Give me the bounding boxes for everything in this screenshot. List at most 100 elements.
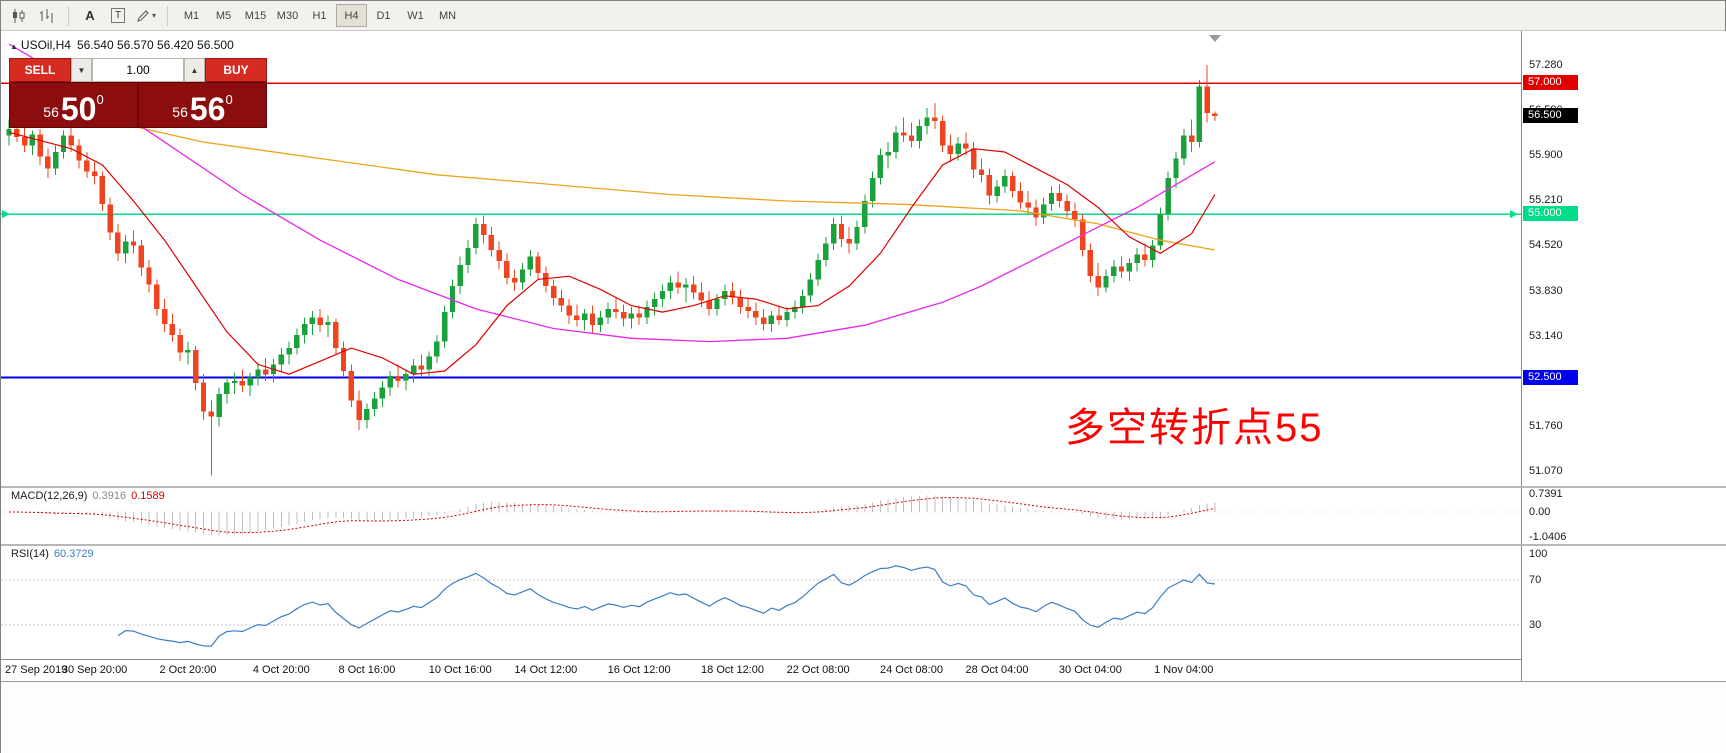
macd-histogram [16, 495, 1216, 536]
indicator-axis-label: -1.0406 [1529, 531, 1567, 543]
indicator-axis-label: 100 [1529, 548, 1548, 560]
price-axis-label: 51.070 [1529, 465, 1563, 477]
time-axis-label: 28 Oct 04:00 [965, 664, 1029, 676]
window-bottom-area [1, 681, 1726, 753]
bar-chart-button[interactable] [34, 4, 60, 27]
timeframe-button-m5[interactable]: M5 [208, 4, 239, 27]
chevron-down-icon: ▾ [151, 11, 156, 20]
time-axis-label: 27 Sep 2019 [5, 664, 68, 676]
chart-window: ▲ USOil,H4 56.540 56.570 56.420 56.500 SEL… [1, 31, 1726, 681]
chart-shift-marker[interactable] [1209, 35, 1221, 42]
rsi-name-text: RSI(14) [11, 548, 49, 560]
pencil-icon [137, 9, 149, 22]
chart-plot-column: ▲ USOil,H4 56.540 56.570 56.420 56.500 SEL… [1, 31, 1521, 681]
price-axis-label: 51.760 [1529, 419, 1563, 432]
macd-indicator-panel: MACD(12,26,9) 0.3916 0.1589 [1, 488, 1521, 544]
time-axis-label: 30 Oct 04:00 [1058, 664, 1122, 676]
ohlc-values-text: 56.540 56.570 56.420 56.500 [76, 38, 234, 52]
symbol-period-text: USOil,H4 [20, 38, 71, 52]
price-axis-label: 53.830 [1529, 284, 1563, 297]
timeframe-button-d1[interactable]: D1 [368, 4, 399, 27]
ma-mid-line [8, 43, 1216, 343]
sell-button[interactable]: SELL [9, 58, 71, 82]
price-badge: 57.000 [1523, 75, 1578, 91]
toolbar-separator [167, 5, 168, 26]
candlestick-chart-icon [13, 8, 25, 23]
price-badge: 56.500 [1523, 107, 1578, 123]
toolbar-separator [68, 5, 69, 26]
ask-prefix: 56 [172, 104, 188, 120]
volume-increase-button[interactable]: ▲ [184, 58, 205, 82]
candlestick-chart-button[interactable] [6, 4, 32, 27]
rsi-canvas[interactable] [1, 546, 1521, 659]
panel-divider[interactable] [1, 486, 1726, 488]
bid-pip-digit: 0 [96, 92, 104, 107]
text-tool-button[interactable]: A [77, 4, 103, 27]
timeframe-button-mn[interactable]: MN [432, 4, 463, 27]
one-click-panel-toggle-icon[interactable]: ▲ [10, 42, 18, 51]
price-badge: 55.000 [1523, 206, 1578, 222]
timeframe-button-w1[interactable]: W1 [400, 4, 431, 27]
volume-input[interactable] [92, 58, 184, 82]
down-candle-bodies [14, 86, 1218, 420]
toolbar: A T ▾ M1 M5 M15 M30 H1 H4 D1 W1 MN [1, 1, 1725, 31]
ask-main-digits: 56 [189, 90, 226, 127]
panel-divider[interactable] [1, 544, 1726, 546]
label-tool-label: T [110, 8, 126, 23]
price-chart-canvas[interactable] [1, 31, 1521, 486]
label-tool-button[interactable]: T [105, 4, 131, 27]
time-axis-label: 1 Nov 04:00 [1154, 664, 1214, 676]
timeframe-button-m15[interactable]: M15 [240, 4, 271, 27]
trade-panel-top-row: SELL ▼ ▲ BUY [9, 58, 267, 82]
rsi-indicator-panel: RSI(14) 60.3729 [1, 546, 1521, 659]
price-axis-label: 53.140 [1529, 329, 1563, 342]
price-badge: 52.500 [1523, 369, 1578, 385]
bid-price[interactable]: 56 50 0 [10, 83, 137, 127]
symbol-ohlc-label: ▲ USOil,H4 56.540 56.570 56.420 56.500 [10, 38, 234, 52]
timeframe-button-m30[interactable]: M30 [272, 4, 303, 27]
volume-decrease-button[interactable]: ▼ [71, 58, 92, 82]
time-axis-label: 18 Oct 12:00 [701, 664, 765, 676]
timeframe-button-h1[interactable]: H1 [304, 4, 335, 27]
time-axis-label: 22 Oct 08:00 [786, 664, 850, 676]
ask-pip-digit: 0 [225, 92, 233, 107]
macd-signal-line [9, 497, 1216, 534]
time-axis-label: 24 Oct 08:00 [879, 664, 943, 676]
price-axis-label: 55.210 [1529, 194, 1563, 207]
timeframe-button-h4[interactable]: H4 [336, 4, 367, 27]
time-axis-label: 4 Oct 20:00 [252, 664, 310, 676]
trade-panel-price-row: 56 50 0 56 56 0 [9, 82, 267, 128]
bid-main-digits: 50 [60, 90, 97, 127]
price-axis-label: 55.900 [1529, 149, 1563, 162]
ma-slow-line [102, 118, 1216, 251]
triangle-up-icon: ▲ [190, 65, 199, 75]
indicator-axis-label: 0.7391 [1529, 488, 1563, 500]
time-axis-label: 2 Oct 20:00 [159, 664, 217, 676]
time-axis-label: 30 Sep 20:00 [61, 664, 128, 676]
price-axis-column[interactable]: 57.28056.59055.90055.21054.52053.83053.1… [1521, 31, 1726, 681]
chart-annotation[interactable]: 多空转折点55 [1065, 406, 1324, 450]
up-candle-wicks [8, 80, 1200, 429]
time-axis[interactable]: 27 Sep 2019 30 Sep 20:00 2 Oct 20:00 4 Oct … [1, 659, 1521, 681]
bar-chart-icon [40, 8, 53, 23]
text-tool-label: A [85, 8, 95, 23]
ask-price[interactable]: 56 56 0 [139, 83, 266, 127]
draw-tool-button[interactable]: ▾ [133, 4, 159, 27]
timeframe-group: M1 M5 M15 M30 H1 H4 D1 W1 MN [176, 4, 463, 27]
macd-canvas[interactable] [1, 488, 1521, 544]
macd-signal-value: 0.1589 [131, 490, 165, 502]
price-axis-label: 54.520 [1529, 239, 1563, 252]
up-candle-bodies [6, 86, 1202, 420]
hline-right-marker [1510, 210, 1518, 219]
rsi-line [117, 565, 1215, 647]
buy-button[interactable]: BUY [205, 58, 267, 82]
indicator-axis-label: 70 [1529, 574, 1542, 586]
macd-label: MACD(12,26,9) 0.3916 0.1589 [11, 490, 165, 502]
price-chart-panel: ▲ USOil,H4 56.540 56.570 56.420 56.500 SEL… [1, 31, 1521, 486]
time-axis-label: 16 Oct 12:00 [607, 664, 671, 676]
timeframe-button-m1[interactable]: M1 [176, 4, 207, 27]
time-axis-label: 14 Oct 12:00 [514, 664, 578, 676]
rsi-label: RSI(14) 60.3729 [11, 548, 94, 560]
